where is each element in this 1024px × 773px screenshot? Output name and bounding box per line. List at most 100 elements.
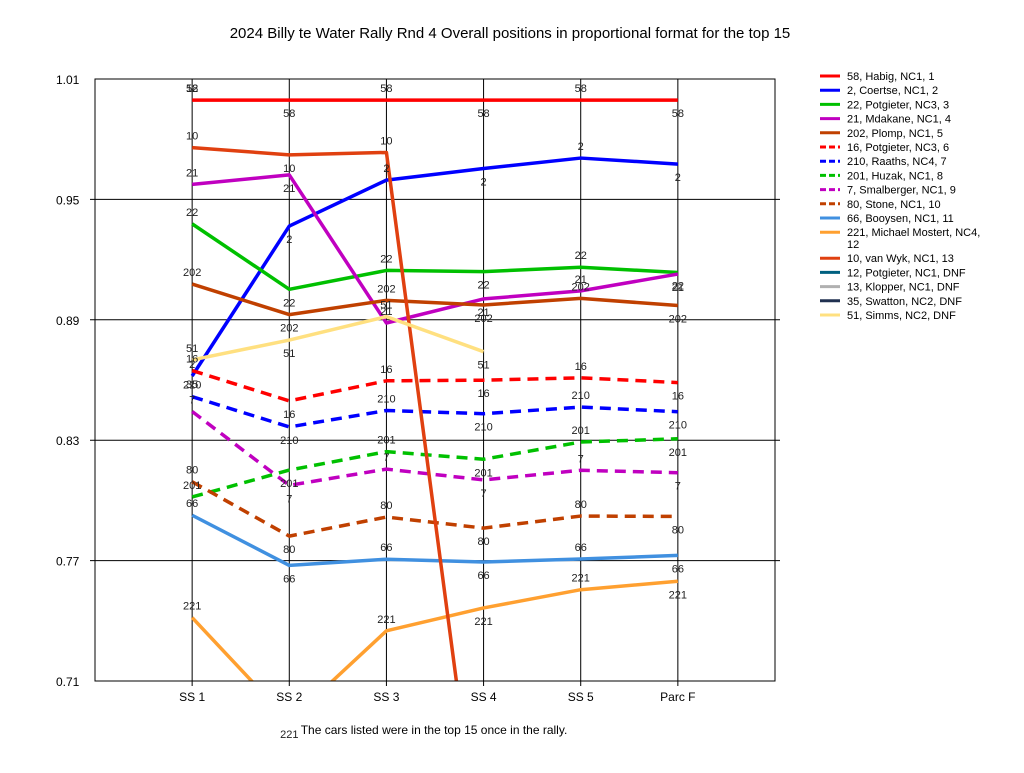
data-label: 202 — [280, 323, 298, 335]
data-label: 80 — [477, 536, 489, 548]
legend-label: 51, Simms, NC2, DNF — [847, 310, 956, 322]
data-label: 22 — [672, 280, 684, 292]
data-label: 21 — [283, 183, 295, 195]
data-label: 7 — [383, 452, 389, 464]
data-label: 201 — [474, 467, 492, 479]
data-label: 7 — [189, 395, 195, 407]
data-label: 202 — [474, 313, 492, 325]
data-label: 21 — [672, 282, 684, 294]
data-label: 16 — [477, 388, 489, 400]
data-label: 202 — [377, 283, 395, 295]
data-label: 21 — [477, 307, 489, 319]
data-label: 22 — [186, 207, 198, 219]
data-label: 221 — [183, 601, 201, 613]
data-label: 2 — [675, 172, 681, 184]
data-label: 16 — [672, 391, 684, 403]
data-label: 202 — [572, 281, 590, 293]
legend-label: 13, Klopper, NC1, DNF — [847, 282, 960, 294]
data-label: 7 — [286, 493, 292, 505]
data-label: 201 — [669, 447, 687, 459]
series-line — [191, 513, 678, 568]
data-label: 66 — [283, 573, 295, 585]
data-label: 201 — [572, 425, 590, 437]
chart-footnote: The cars listed were in the top 15 once … — [301, 723, 568, 737]
data-label: 201 — [183, 480, 201, 492]
data-label: 210 — [183, 380, 201, 392]
series-line — [191, 314, 485, 362]
data-label: 58 — [672, 108, 684, 120]
data-label: 80 — [380, 500, 392, 512]
data-label: 35 — [186, 379, 198, 391]
data-label: 10 — [380, 135, 392, 147]
series-line — [191, 368, 678, 403]
series-line — [191, 222, 678, 292]
data-label: 66 — [575, 542, 587, 554]
data-label: 221 — [474, 616, 492, 628]
data-label: 202 — [669, 314, 687, 326]
data-label: 16 — [575, 361, 587, 373]
data-label: 210 — [669, 420, 687, 432]
legend-label: 2, Coertse, NC1, 2 — [847, 85, 938, 97]
data-label: 16 — [380, 364, 392, 376]
legend-label-cont: 12 — [847, 239, 859, 251]
data-label: 22 — [477, 280, 489, 292]
series-line — [190, 156, 678, 377]
data-label: 51 — [283, 348, 295, 360]
series-line — [190, 579, 679, 681]
data-label: 2 — [481, 176, 487, 188]
data-label: 7 — [675, 481, 681, 493]
legend-label: 21, Mdakane, NC1, 4 — [847, 114, 951, 126]
legend-label: 80, Stone, NC1, 10 — [847, 199, 941, 211]
legend-label: 58, Habig, NC1, 1 — [847, 71, 934, 83]
y-tick-label: 1.01 — [56, 73, 80, 87]
data-label: 221 — [572, 573, 590, 585]
series-line — [191, 173, 679, 325]
data-label: 202 — [183, 267, 201, 279]
data-label: 51 — [477, 360, 489, 372]
y-tick-label: 0.77 — [56, 555, 80, 569]
data-label: 10 — [283, 163, 295, 175]
y-tick-label: 0.95 — [56, 193, 80, 207]
data-label: 2 — [189, 359, 195, 371]
data-label: 21 — [186, 167, 198, 179]
data-label: 80 — [186, 465, 198, 477]
x-tick-label: SS 2 — [276, 690, 302, 704]
legend-label: 12, Potgieter, NC1, DNF — [847, 267, 966, 279]
data-label: 22 — [283, 297, 295, 309]
legend-label: 35, Swatton, NC2, DNF — [847, 296, 962, 308]
data-label: 80 — [575, 499, 587, 511]
data-label: 201 — [377, 435, 395, 447]
data-label: 7 — [481, 488, 487, 500]
data-label: 66 — [672, 563, 684, 575]
data-label: 80 — [283, 544, 295, 556]
y-tick-label: 0.89 — [56, 314, 80, 328]
data-label: 58 — [380, 83, 392, 95]
data-label: 10 — [186, 131, 198, 143]
axes: 1.01 0.95 0.89 0.83 0.77 0.71 SS 1 SS 2 SS 3 SS 4… — [56, 73, 776, 704]
x-tick-label: SS 3 — [373, 690, 399, 704]
legend-label: 22, Potgieter, NC3, 3 — [847, 99, 949, 111]
legend-label: 16, Potgieter, NC3, 6 — [847, 142, 949, 154]
data-label: 22 — [575, 250, 587, 262]
series-line — [191, 282, 678, 317]
data-label: 210 — [377, 394, 395, 406]
legend-label: 202, Plomp, NC1, 5 — [847, 128, 943, 140]
x-tick-label: SS 1 — [179, 690, 205, 704]
legend-label: 210, Raaths, NC4, 7 — [847, 156, 947, 168]
legend: 58, Habig, NC1, 1 2, Coertse, NC1, 2 22, P… — [820, 71, 980, 322]
x-tick-label: SS 4 — [471, 690, 497, 704]
data-label: 58 — [283, 108, 295, 120]
data-label: 210 — [280, 435, 298, 447]
series-lines — [190, 98, 679, 681]
data-label: 221 — [669, 589, 687, 601]
y-tick-label: 0.83 — [56, 434, 80, 448]
data-label: 66 — [186, 498, 198, 510]
legend-label: 66, Booysen, NC1, 11 — [847, 213, 954, 225]
data-label: 2 — [286, 234, 292, 246]
chart-title: 2024 Billy te Water Rally Rnd 4 Overall … — [230, 25, 791, 42]
data-label: 7 — [578, 453, 584, 465]
data-label: 12 — [186, 83, 198, 95]
data-label: 21 — [380, 306, 392, 318]
series-line — [191, 410, 678, 488]
